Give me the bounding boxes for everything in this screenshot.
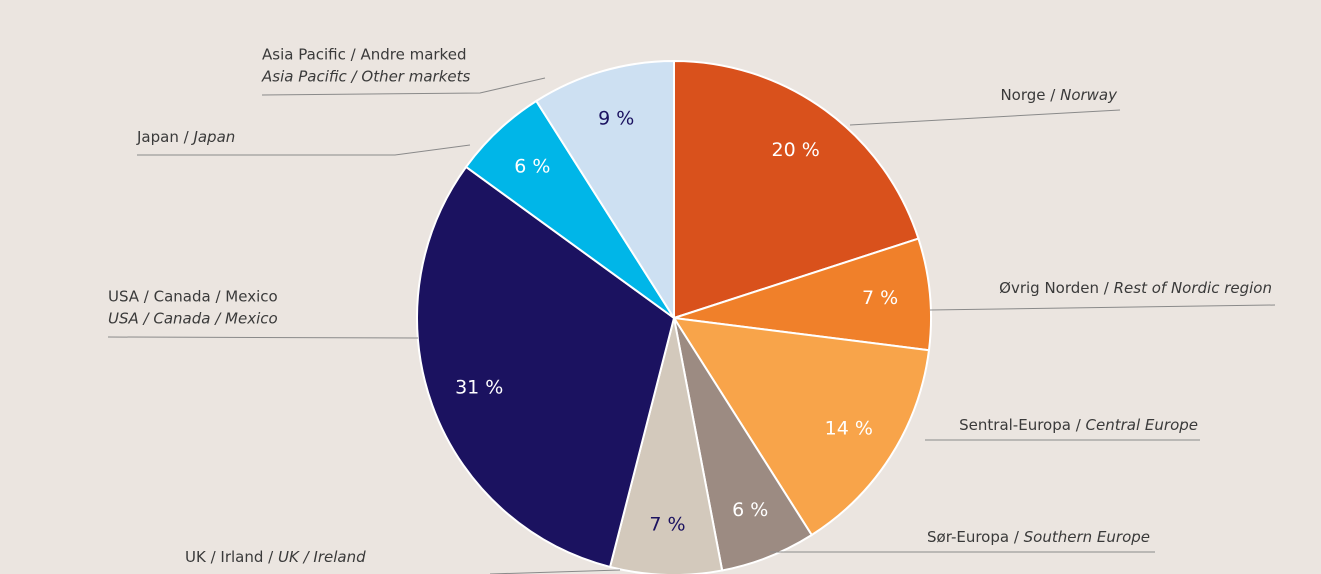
category-label-en: UK / Ireland xyxy=(278,548,366,566)
category-label: Norge / Norway xyxy=(1000,86,1118,104)
leader-line xyxy=(489,569,621,574)
slice-value-label: 9 % xyxy=(598,108,634,130)
slice-value-label: 6 % xyxy=(732,499,768,521)
category-label-en: Central Europe xyxy=(1086,416,1198,434)
category-label: Øvrig Norden / Rest of Nordic region xyxy=(999,279,1272,297)
slice-value-label: 14 % xyxy=(825,417,873,439)
category-label-no: Øvrig Norden / xyxy=(999,279,1113,297)
category-label-en: Southern Europe xyxy=(1024,528,1150,546)
category-label-no: Norge / xyxy=(1000,86,1060,104)
pie-slice xyxy=(608,317,724,574)
leader-line xyxy=(261,77,546,96)
category-label: UK / Irland / UK / Ireland xyxy=(185,548,366,566)
slice-value-label: 7 % xyxy=(862,287,898,309)
slice-value-label: 20 % xyxy=(772,139,820,161)
leader-line xyxy=(929,304,1276,311)
category-label-en: Japan xyxy=(190,128,235,146)
category-label: Sør-Europa / Southern Europe xyxy=(927,528,1150,546)
slice-value-label: 7 % xyxy=(649,513,685,535)
category-label: Japan / Japan xyxy=(136,128,235,146)
pie-slice xyxy=(673,59,920,320)
category-label-no: Sentral-Europa / xyxy=(959,416,1085,434)
pie-slice xyxy=(672,316,931,537)
category-label-en: Rest of Nordic region xyxy=(1114,279,1272,297)
category-label-en: Asia Pacific / Other markets xyxy=(261,68,471,86)
category-label: Sentral-Europa / Central Europe xyxy=(959,416,1198,434)
category-label-no: UK / Irland / xyxy=(185,548,278,566)
pie-slice xyxy=(534,59,675,322)
slice-value-label: 31 % xyxy=(455,377,503,399)
slice-value-label: 6 % xyxy=(514,156,550,178)
category-label-no: Sør-Europa / xyxy=(927,528,1024,546)
leader-line xyxy=(849,109,1121,126)
leader-line xyxy=(107,336,419,339)
leader-line xyxy=(137,144,471,156)
pie-slice xyxy=(416,165,676,569)
category-label-no: Japan / xyxy=(136,128,193,146)
category-label-en: USA / Canada / Mexico xyxy=(108,310,278,328)
category-label: Asia Pacific / Andre marked xyxy=(262,46,466,64)
category-label-en: Norway xyxy=(1060,86,1118,104)
category-label: USA / Canada / Mexico xyxy=(108,288,278,306)
pie-slice xyxy=(673,237,932,352)
